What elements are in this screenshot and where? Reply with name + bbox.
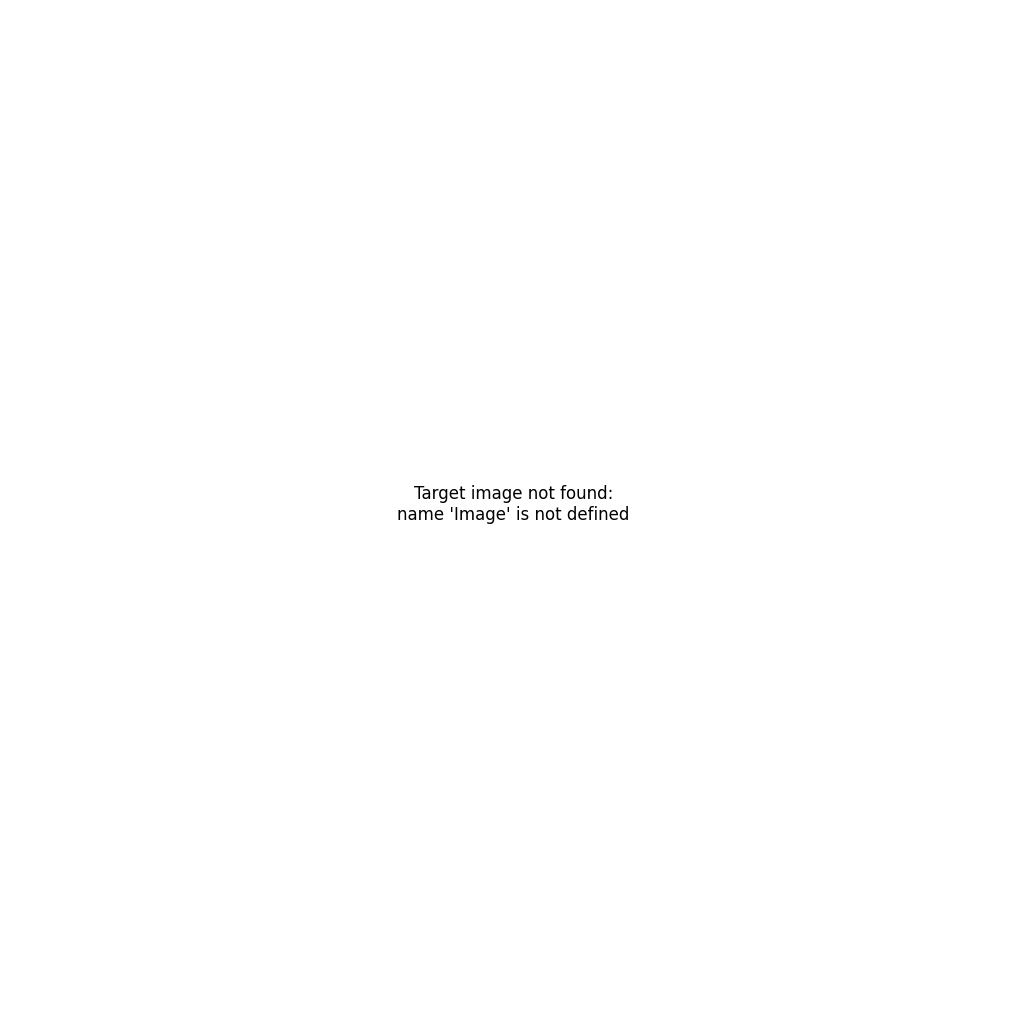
Text: Target image not found:
name 'Image' is not defined: Target image not found: name 'Image' is … xyxy=(397,485,630,524)
